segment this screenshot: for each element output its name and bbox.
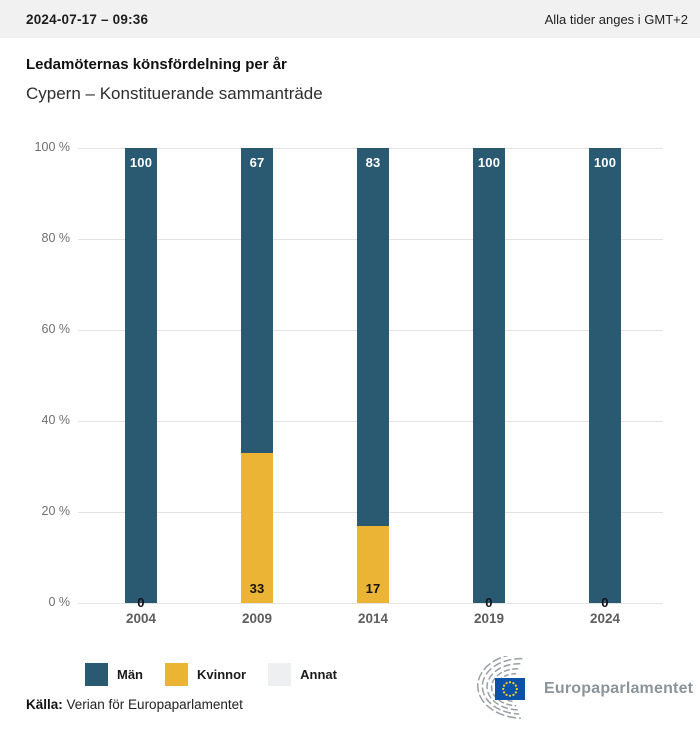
ep-hemicycle-icon: [477, 656, 525, 719]
eu-flag-stars: [502, 681, 518, 697]
legend-item-label: Män: [117, 667, 143, 682]
y-axis-tick-label: 80 %: [41, 231, 71, 245]
legend-item-label: Kvinnor: [197, 667, 247, 682]
legend-swatch: [165, 663, 188, 686]
x-axis-category-label: 2009: [241, 611, 273, 626]
legend-item-män[interactable]: Män: [85, 663, 143, 686]
y-axis-tick-label: 40 %: [41, 413, 71, 427]
bar-value-label-men: 83: [365, 155, 381, 170]
y-axis-tick-label: 60 %: [41, 322, 71, 336]
bar-value-label-women: 0: [485, 595, 493, 610]
x-axis-category-label: 2019: [473, 611, 505, 626]
timezone-note: Alla tider anges i GMT+2: [544, 11, 688, 27]
page-title: Ledamöternas könsfördelning per år: [26, 56, 287, 73]
legend-item-label: Annat: [300, 667, 337, 682]
header-bar: 2024-07-17 – 09:36 Alla tider anges i GM…: [0, 0, 700, 38]
source-text: Verian för Europaparlamentet: [62, 697, 243, 712]
bar-value-label-women: 0: [601, 595, 609, 610]
eu-flag-icon: [495, 678, 525, 700]
x-axis-category-label: 2014: [357, 611, 389, 626]
bar-men-segment: [473, 148, 505, 603]
ep-logo-text: Europaparlamentet: [544, 680, 694, 697]
y-axis-tick-label: 20 %: [41, 504, 71, 518]
source-line: Källa: Verian för Europaparlamentet: [26, 697, 243, 712]
x-axis-category-label: 2024: [589, 611, 621, 626]
x-axis-category-label: 2004: [125, 611, 157, 626]
bar-men-segment: [357, 148, 389, 526]
legend: Män Kvinnor Annat: [85, 663, 337, 686]
legend-item-annat[interactable]: Annat: [268, 663, 337, 686]
source-label: Källa:: [26, 697, 63, 712]
bar-men-segment: [589, 148, 621, 603]
y-axis-tick-label: 0 %: [48, 595, 70, 609]
bar-value-label-men: 67: [249, 155, 265, 170]
bar-men-segment: [241, 148, 273, 453]
gridline: [78, 603, 663, 604]
bar-value-label-women: 17: [365, 581, 381, 596]
y-axis-tick-label: 100 %: [34, 140, 70, 154]
bar-value-label-men: 100: [129, 155, 153, 170]
bar-men-segment: [125, 148, 157, 603]
page-subtitle: Cypern – Konstituerande sammanträde: [26, 84, 323, 103]
legend-item-kvinnor[interactable]: Kvinnor: [165, 663, 246, 686]
legend-swatch: [268, 663, 292, 686]
bar-value-label-men: 100: [477, 155, 501, 170]
bar-value-label-men: 100: [593, 155, 617, 170]
legend-swatch: [85, 663, 108, 686]
bar-women-segment: [357, 526, 389, 603]
ep-logo: Europaparlamentet: [456, 656, 693, 722]
timestamp-text: 2024-07-17 – 09:36: [26, 11, 149, 27]
bar-value-label-women: 33: [249, 581, 265, 596]
bar-women-segment: [241, 453, 273, 603]
bar-value-label-women: 0: [137, 595, 145, 610]
